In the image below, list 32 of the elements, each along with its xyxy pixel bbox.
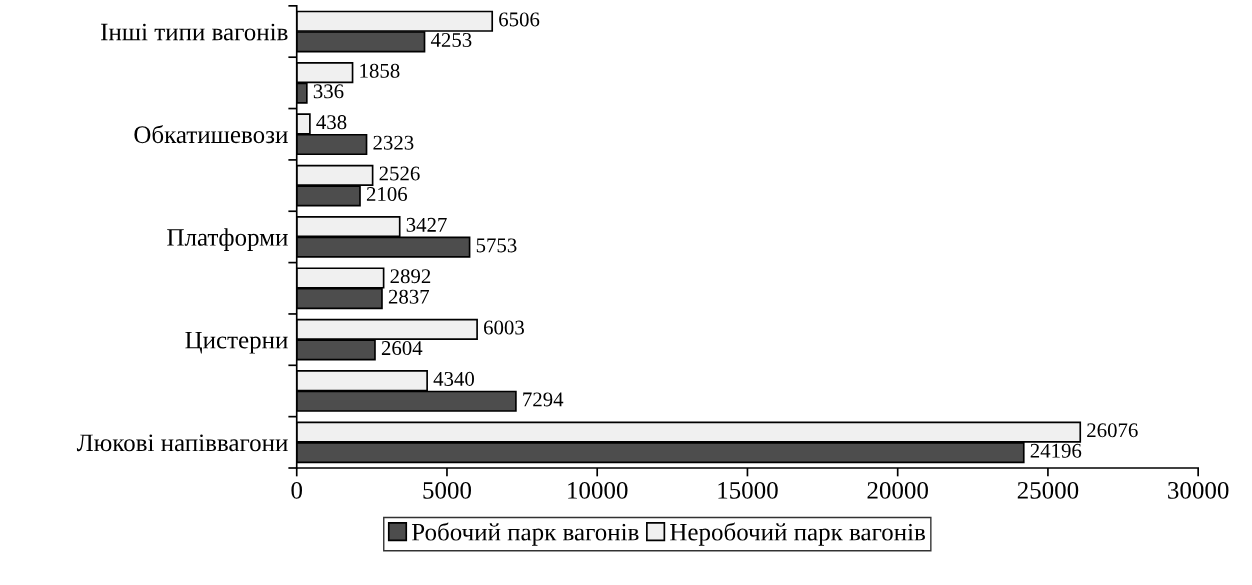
- y-tick-label: Платформи: [167, 228, 288, 251]
- data-label: 3427: [406, 217, 447, 232]
- data-label: 6506: [499, 12, 540, 27]
- y-tick-label: Люкові напіввагони: [76, 434, 288, 452]
- data-label: 5753: [476, 238, 517, 253]
- legend-label: Неробочий парк вагонів: [670, 522, 925, 546]
- y-tick-label: Цистерни: [185, 331, 288, 354]
- data-label: 336: [313, 84, 344, 99]
- data-label: 26076: [1087, 423, 1138, 438]
- data-label: 1858: [360, 63, 400, 78]
- data-label: 438: [316, 115, 347, 130]
- x-tick-label: 10000: [568, 481, 628, 499]
- data-label: 2526: [379, 166, 420, 181]
- data-label: 24196: [1030, 443, 1082, 458]
- x-tick-label: 25000: [1017, 481, 1079, 499]
- data-label: 2106: [366, 187, 408, 202]
- data-label: 2604: [381, 341, 423, 356]
- data-label: 6003: [484, 320, 524, 335]
- data-label: 2323: [373, 135, 414, 150]
- x-tick-label: 5000: [423, 481, 472, 499]
- x-tick-label: 20000: [867, 481, 928, 499]
- data-label: 4340: [433, 371, 475, 386]
- data-label: 2892: [390, 269, 431, 284]
- x-tick-label: 0: [291, 481, 303, 499]
- y-tick-label: Обкатишевози: [134, 125, 288, 144]
- x-tick-label: 30000: [1168, 481, 1229, 499]
- x-tick-label: 15000: [718, 481, 778, 499]
- data-label: 2837: [388, 289, 430, 304]
- data-label: 7294: [523, 392, 564, 407]
- y-tick-label: Інші типи вагонів: [101, 23, 288, 41]
- data-label: 4253: [430, 33, 472, 48]
- legend-label: Робочий парк вагонів: [411, 522, 639, 546]
